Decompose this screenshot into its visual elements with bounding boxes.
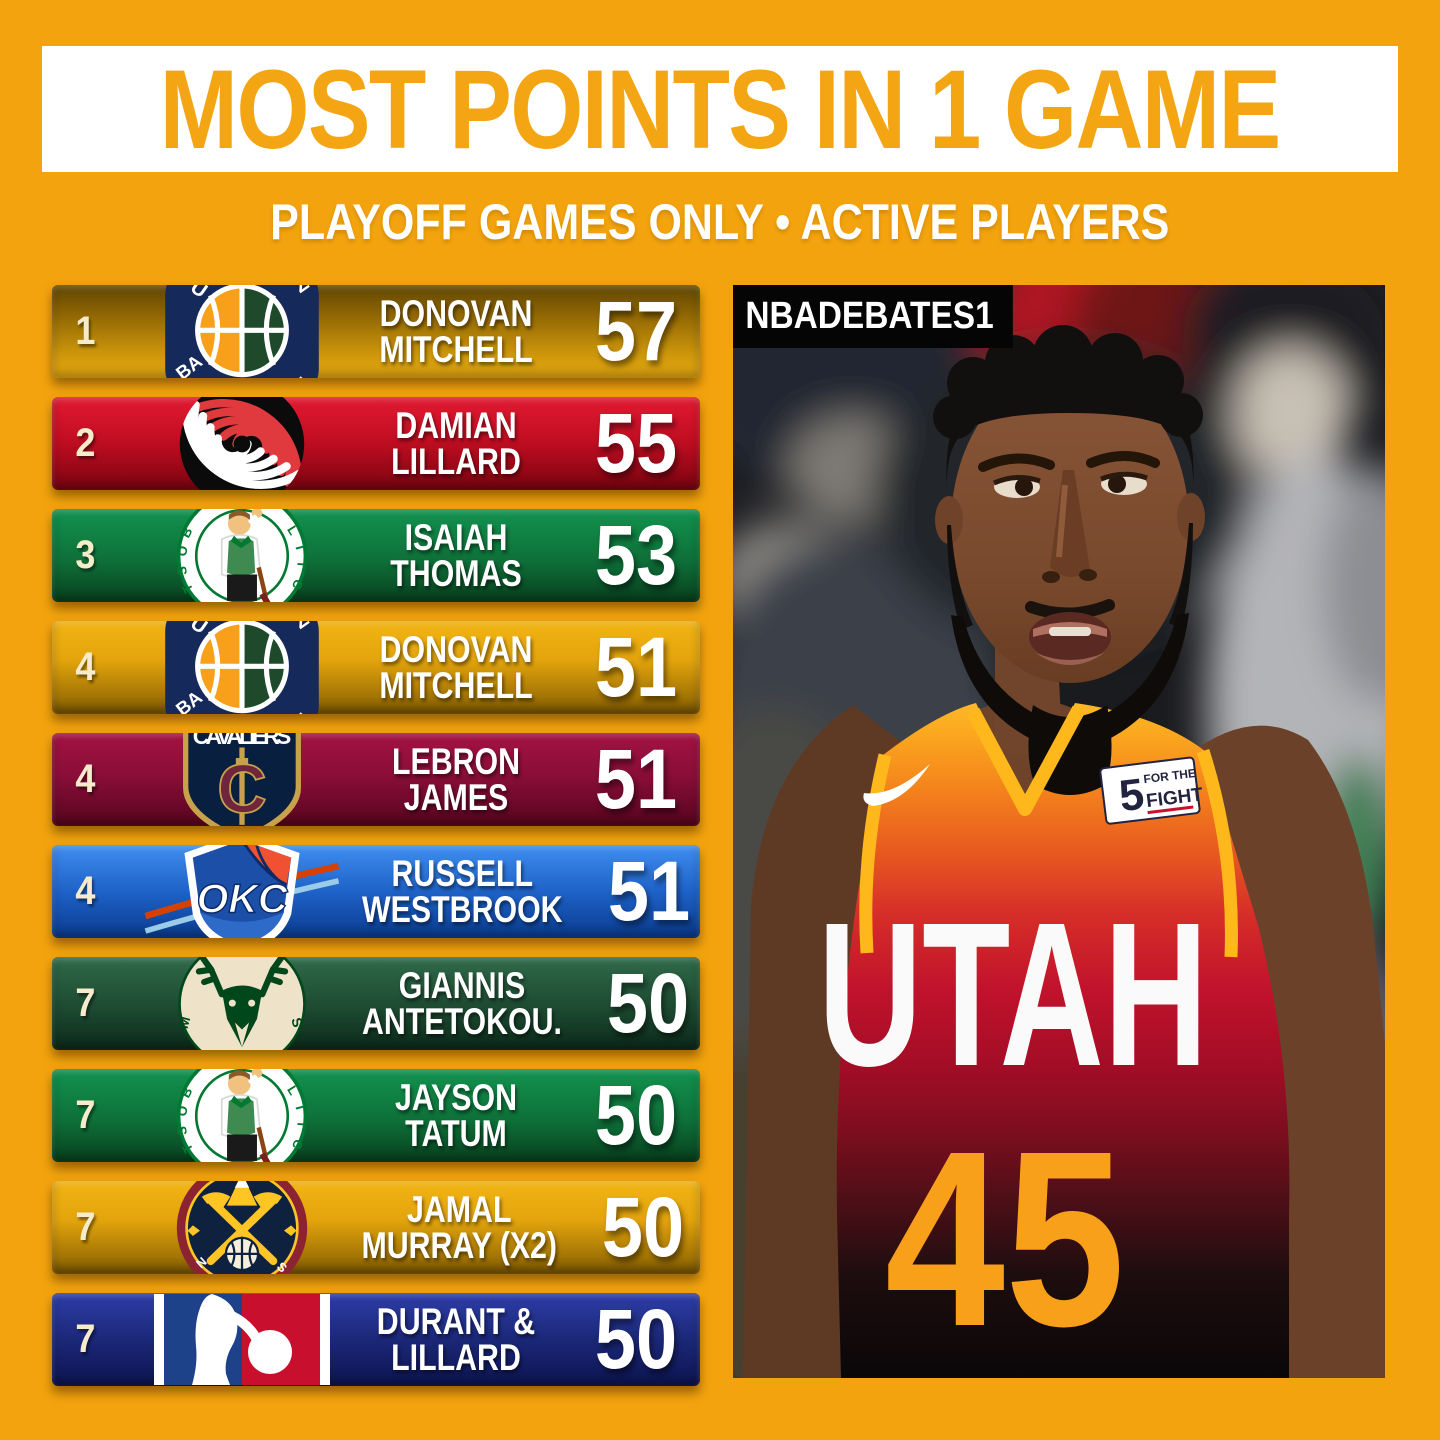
table-row: 4 CAVALIERS C LEBRON JAMES 51 [52,732,700,826]
nuggets-logo: N S [144,1181,340,1274]
player-name: ISAIAH THOMAS [390,517,522,594]
svg-text:CAVALIERS: CAVALIERS [193,733,292,748]
player-name: LEBRON JAMES [391,741,521,818]
celtics-logo-svg: B O S T L T I C [176,509,308,602]
points-value: 53 [594,508,678,602]
svg-text:LL: LL [289,708,320,714]
rank-label: 4 [75,645,96,689]
svg-text:S: S [176,565,190,576]
celtics-logo: B O S T L T I C [144,1069,340,1162]
svg-text:C: C [217,750,267,826]
cavaliers-logo-svg: CAVALIERS C [183,733,301,826]
table-row: 3 B O S T L T I C [52,508,700,602]
nba-logo-svg [154,1294,330,1385]
table-row: 7 DURANT & LILLARD 50 [52,1292,700,1386]
jersey-number: 45 [885,1099,1125,1378]
celtics-logo-svg: B O S T L T I C [176,1069,308,1162]
rank-label: 7 [75,1205,96,1249]
player-photo: 5 FOR THE FIGHT UTAH 45 NBADEBATES1 [733,285,1385,1378]
celtics-logo: B O S T L T I C [144,509,340,602]
trail-blazers-logo-svg [179,397,305,490]
bucks-logo: M S [144,957,340,1050]
page-title: MOST POINTS IN 1 GAME [160,46,1282,172]
svg-text:O: O [176,1104,191,1117]
title-banner: MOST POINTS IN 1 GAME [42,46,1398,172]
svg-text:M: M [176,1014,193,1029]
table-row: 2 [52,396,700,490]
points-value: 51 [607,844,690,938]
rank-label: 1 [75,309,96,353]
points-value: 57 [594,284,678,378]
svg-text:OKC: OKC [197,875,288,921]
player-name: GIANNIS ANTETOKOU. [361,965,562,1042]
player-name: DONOVAN MITCHELL [379,629,533,706]
svg-text:FOR THE: FOR THE [1143,766,1197,786]
utah-jazz-logo-svg: U Z BA LL [165,621,320,714]
subtitle-bar: PLAYOFF GAMES ONLY • ACTIVE PLAYERS [0,190,1440,254]
rank-label: 2 [75,421,96,465]
five-for-the-fight-patch: 5 FOR THE FIGHT [1099,756,1205,825]
table-row: 7 N S [52,1180,700,1274]
cavaliers-logo: CAVALIERS C [144,733,340,826]
svg-text:LL: LL [289,372,320,378]
table-row: 7 B O S T L T I C [52,1068,700,1162]
jersey-wordmark: UTAH [818,880,1208,1109]
page-subtitle: PLAYOFF GAMES ONLY • ACTIVE PLAYERS [270,194,1170,250]
player-name: JAMAL MURRAY (X2) [361,1189,558,1266]
svg-text:T: T [292,541,308,552]
svg-text:I: I [294,561,308,566]
rank-label: 7 [75,981,96,1025]
nike-swoosh-icon [863,764,930,806]
player-name: DURANT & LILLARD [376,1301,536,1378]
okc-thunder-logo-svg: OKC [144,845,340,938]
points-value: 50 [594,1068,678,1162]
points-value: 50 [594,1292,678,1386]
table-row: 1 U Z BA LL DONOVAN MITCHEL [52,284,700,378]
nba-logo [144,1293,340,1386]
points-value: 51 [594,732,678,826]
utah-jazz-logo-svg: U Z BA LL [165,285,320,378]
player-figure: 5 FOR THE FIGHT UTAH 45 [743,325,1385,1378]
okc-thunder-logo: OKC [144,845,340,938]
rank-label: 4 [75,757,96,801]
svg-text:5: 5 [1117,770,1147,822]
svg-text:S: S [176,1125,190,1136]
svg-text:O: O [176,544,191,557]
player-name: JAYSON TATUM [394,1077,517,1154]
utah-jazz-logo: U Z BA LL [144,285,340,378]
bucks-logo-svg: M S [176,957,306,1050]
rank-label: 4 [75,869,96,913]
rank-label: 3 [75,533,96,577]
player-photo-art: 5 FOR THE FIGHT UTAH 45 [733,285,1385,1378]
points-value: 50 [606,956,690,1050]
points-value: 50 [601,1180,684,1274]
table-row: 4 OKC RUSSELL WESTBROOK 51 [52,844,700,938]
rank-label: 7 [75,1093,96,1137]
svg-text:I: I [294,1121,308,1126]
table-row: 4 U Z BA LL DONOVAN MITCHEL [52,620,700,714]
rank-label: 7 [75,1317,96,1361]
player-name: DAMIAN LILLARD [391,405,521,482]
points-value: 51 [594,620,678,714]
svg-text:T: T [292,1101,308,1112]
nuggets-logo-svg: N S [176,1181,308,1274]
table-row: 7 M S GIANNIS [52,956,700,1050]
points-value: 55 [594,396,678,490]
trail-blazers-logo [144,397,340,490]
player-name: RUSSELL WESTBROOK [362,853,563,930]
watermark-label: NBADEBATES1 [733,285,1014,348]
player-name: DONOVAN MITCHELL [379,293,533,370]
svg-text:S: S [288,1015,306,1028]
leaderboard-list: 1 U Z BA LL DONOVAN MITCHEL [52,284,700,1405]
utah-jazz-logo: U Z BA LL [144,621,340,714]
